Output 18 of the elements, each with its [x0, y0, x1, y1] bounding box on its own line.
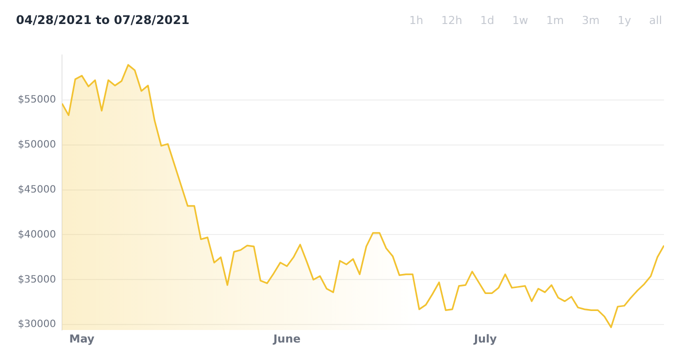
text: 1m	[545, 12, 565, 28]
x-tick-label: May	[69, 332, 94, 346]
y-tick-label: $40000	[18, 229, 56, 240]
y-tick-label: $50000	[18, 139, 56, 150]
x-tick-label: July	[472, 332, 497, 346]
y-tick-label: $30000	[18, 319, 56, 330]
text: 1d	[479, 12, 496, 28]
text: 12h	[440, 12, 464, 28]
y-tick-label: $55000	[18, 94, 56, 106]
y-tick-label: $45000	[18, 184, 56, 196]
text: 1y	[616, 12, 632, 28]
y-tick-label: $35000	[18, 274, 56, 286]
text: 1w	[511, 12, 530, 28]
text: 1h	[408, 12, 424, 28]
text: 3m	[580, 12, 601, 28]
chart-title: 04/28/2021 to 07/28/2021	[16, 13, 190, 27]
text: all	[648, 12, 663, 28]
x-tick-label: June	[272, 332, 301, 346]
